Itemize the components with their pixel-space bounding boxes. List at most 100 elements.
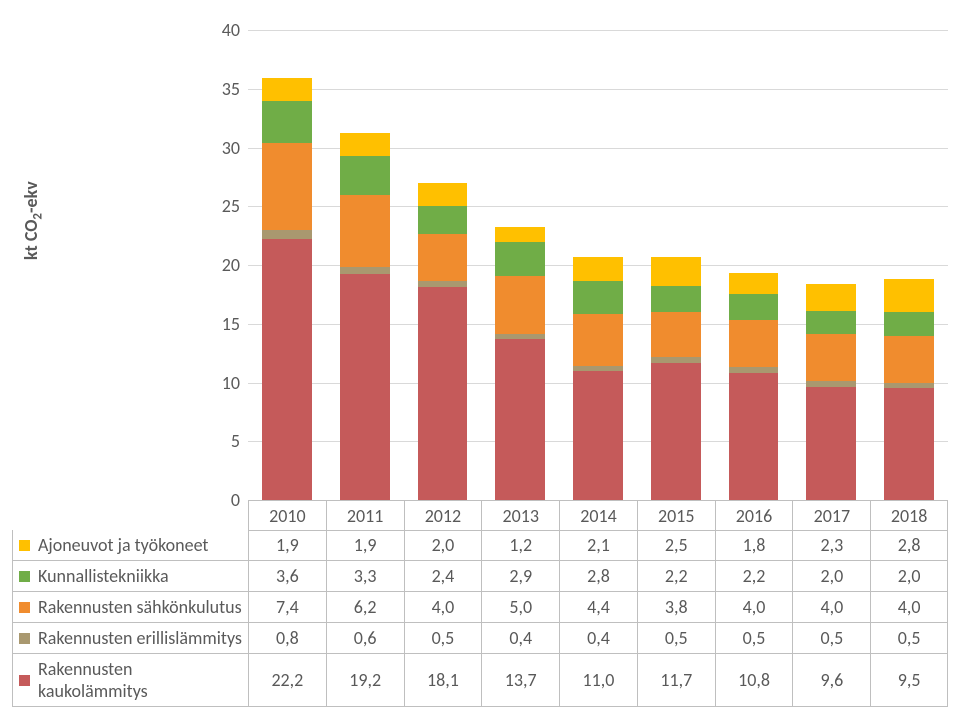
series-label-text: Rakennusten kaukolämmitys — [38, 658, 242, 702]
y-tick-label: 15 — [200, 313, 240, 335]
data-cell: 4,0 — [715, 592, 793, 623]
bar-seg-ajoneuvot — [651, 257, 701, 286]
data-cell: 2,4 — [404, 561, 482, 592]
ajoneuvot-swatch-icon — [19, 540, 30, 551]
bar-seg-erillis — [884, 383, 934, 389]
bar-seg-ajoneuvot — [262, 78, 312, 100]
data-cell: 4,4 — [559, 592, 637, 623]
year-cell: 2018 — [870, 501, 948, 531]
data-cell: 0,5 — [715, 623, 793, 654]
bar-seg-sahko — [418, 234, 468, 281]
series-label-text: Rakennusten erillislämmitys — [38, 627, 242, 649]
bar-seg-sahko — [340, 195, 390, 268]
year-cell: 2014 — [559, 501, 637, 531]
data-table: Ajoneuvot ja työkoneet1,91,92,01,22,12,5… — [12, 530, 948, 707]
data-cell: 4,0 — [792, 592, 870, 623]
data-cell: 2,2 — [637, 561, 715, 592]
data-cell: 11,0 — [559, 654, 637, 707]
data-cell: 22,2 — [248, 654, 326, 707]
bar-seg-erillis — [495, 334, 545, 339]
bar-seg-kunnallis — [651, 286, 701, 312]
y-tick-label: 30 — [200, 137, 240, 159]
bar-seg-sahko — [806, 334, 856, 381]
bar-seg-erillis — [573, 366, 623, 371]
bar-seg-kunnallis — [884, 312, 934, 336]
bar-seg-kauko — [495, 339, 545, 500]
bar-seg-erillis — [262, 230, 312, 239]
data-cell: 7,4 — [248, 592, 326, 623]
bar-seg-kunnallis — [729, 294, 779, 320]
data-cell: 2,0 — [404, 530, 482, 561]
bar-seg-erillis — [418, 281, 468, 287]
series-label-text: Rakennusten sähkönkulutus — [38, 596, 242, 618]
bar-seg-kunnallis — [418, 206, 468, 234]
bar-seg-kauko — [729, 373, 779, 500]
data-cell: 2,0 — [870, 561, 948, 592]
bar-seg-ajoneuvot — [729, 273, 779, 294]
data-cell: 9,6 — [792, 654, 870, 707]
data-cell: 2,3 — [792, 530, 870, 561]
bar-seg-ajoneuvot — [418, 183, 468, 207]
year-cell: 2016 — [715, 501, 793, 531]
bar-seg-ajoneuvot — [884, 279, 934, 312]
series-label: Rakennusten sähkönkulutus — [12, 592, 248, 623]
data-cell: 2,9 — [481, 561, 559, 592]
bar-seg-kauko — [806, 387, 856, 500]
bar-seg-kunnallis — [573, 281, 623, 314]
y-axis-label: kt CO2-ekv — [20, 181, 46, 260]
series-label: Rakennusten erillislämmitys — [12, 623, 248, 654]
data-cell: 11,7 — [637, 654, 715, 707]
data-cell: 0,5 — [404, 623, 482, 654]
data-cell: 0,5 — [870, 623, 948, 654]
data-cell: 2,1 — [559, 530, 637, 561]
data-cell: 6,2 — [326, 592, 404, 623]
bar-seg-sahko — [495, 276, 545, 335]
year-cell: 2010 — [248, 501, 326, 531]
data-cell: 2,8 — [870, 530, 948, 561]
erillis-swatch-icon — [19, 633, 30, 644]
bar-seg-ajoneuvot — [806, 284, 856, 311]
x-axis-years: 201020112012201320142015201620172018 — [248, 500, 948, 531]
y-tick-label: 20 — [200, 254, 240, 276]
series-label-text: Kunnallistekniikka — [38, 565, 169, 587]
plot-area — [248, 30, 948, 500]
year-cell: 2011 — [326, 501, 404, 531]
series-label: Ajoneuvot ja työkoneet — [12, 530, 248, 561]
year-cell: 2012 — [404, 501, 482, 531]
bar-seg-erillis — [729, 367, 779, 373]
data-cell: 5,0 — [481, 592, 559, 623]
bar-seg-sahko — [651, 312, 701, 357]
data-cell: 3,6 — [248, 561, 326, 592]
data-cell: 0,5 — [792, 623, 870, 654]
bar-seg-kauko — [651, 363, 701, 500]
data-cell: 1,9 — [248, 530, 326, 561]
bar-seg-ajoneuvot — [340, 133, 390, 155]
bar-seg-erillis — [651, 357, 701, 363]
kauko-swatch-icon — [19, 675, 30, 686]
data-cell: 0,4 — [559, 623, 637, 654]
bar-seg-kunnallis — [340, 156, 390, 195]
data-cell: 4,0 — [870, 592, 948, 623]
y-tick-label: 5 — [200, 430, 240, 452]
bar-seg-erillis — [806, 381, 856, 387]
bar-seg-kauko — [573, 371, 623, 500]
bar-seg-kunnallis — [806, 311, 856, 335]
y-tick-label: 35 — [200, 78, 240, 100]
data-cell: 9,5 — [870, 654, 948, 707]
bar-seg-sahko — [573, 314, 623, 366]
sahko-swatch-icon — [19, 602, 30, 613]
bar-seg-kunnallis — [262, 101, 312, 143]
series-label-text: Ajoneuvot ja työkoneet — [38, 534, 208, 556]
data-cell: 1,8 — [715, 530, 793, 561]
data-cell: 4,0 — [404, 592, 482, 623]
bar-seg-erillis — [340, 267, 390, 274]
bar-seg-sahko — [729, 320, 779, 367]
data-cell: 2,0 — [792, 561, 870, 592]
bar-seg-kauko — [418, 287, 468, 500]
data-cell: 18,1 — [404, 654, 482, 707]
series-label: Kunnallistekniikka — [12, 561, 248, 592]
year-cell: 2017 — [792, 501, 870, 531]
data-cell: 2,8 — [559, 561, 637, 592]
y-tick-label: 0 — [200, 489, 240, 511]
bar-seg-kauko — [262, 239, 312, 500]
